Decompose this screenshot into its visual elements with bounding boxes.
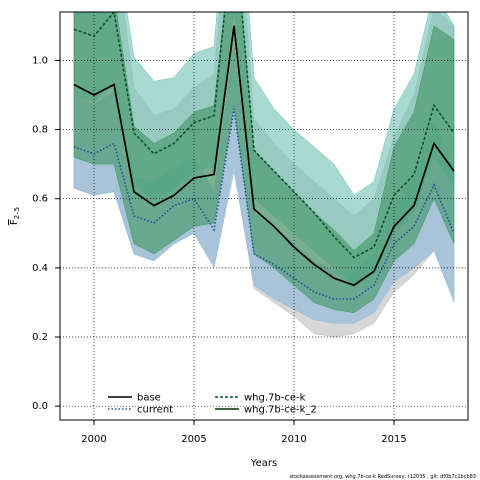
x-tick-label-3: 2015 bbox=[381, 434, 406, 445]
band-3 bbox=[73, 12, 455, 314]
x-axis-label: Years bbox=[250, 458, 277, 469]
confidence-bands bbox=[73, 12, 455, 338]
legend-label-0: base bbox=[137, 393, 161, 404]
y-tick-label-5: 1.0 bbox=[32, 55, 48, 66]
legend-label-2: whg.7b-ce-k bbox=[244, 393, 306, 404]
y-tick-label-3: 0.6 bbox=[32, 194, 48, 205]
series-line-1 bbox=[73, 108, 455, 300]
y-axis-ticks: 0.0 0.2 0.4 0.6 0.8 1.0 bbox=[32, 55, 60, 412]
footer-source: stockassessment.org, whg.7b-ce-k RedSurv… bbox=[289, 474, 476, 480]
x-tick-label-1: 2005 bbox=[181, 434, 206, 445]
y-axis-label: F2–5 bbox=[9, 207, 21, 225]
y-axis-label-main: F bbox=[9, 219, 20, 225]
y-tick-label-0: 0.0 bbox=[32, 401, 48, 412]
y-tick-label-4: 0.8 bbox=[32, 125, 48, 136]
svg-text:F2–5: F2–5 bbox=[9, 207, 21, 225]
x-tick-label-2: 2010 bbox=[281, 434, 306, 445]
y-axis-label-sub: 2–5 bbox=[13, 207, 21, 219]
series-line-0 bbox=[73, 25, 455, 287]
x-tick-label-0: 2000 bbox=[81, 434, 106, 445]
y-tick-label-1: 0.2 bbox=[32, 332, 48, 343]
y-tick-label-2: 0.4 bbox=[32, 263, 48, 274]
legend-label-1: current bbox=[137, 405, 173, 416]
x-axis-ticks: 2000 2005 2010 2015 bbox=[81, 420, 407, 445]
grid bbox=[60, 12, 468, 420]
plot-frame bbox=[59, 11, 469, 421]
series-line-2 bbox=[73, 12, 455, 259]
legend-label-3: whg.7b-ce-k_2 bbox=[244, 405, 317, 416]
series-lines bbox=[73, 12, 455, 300]
